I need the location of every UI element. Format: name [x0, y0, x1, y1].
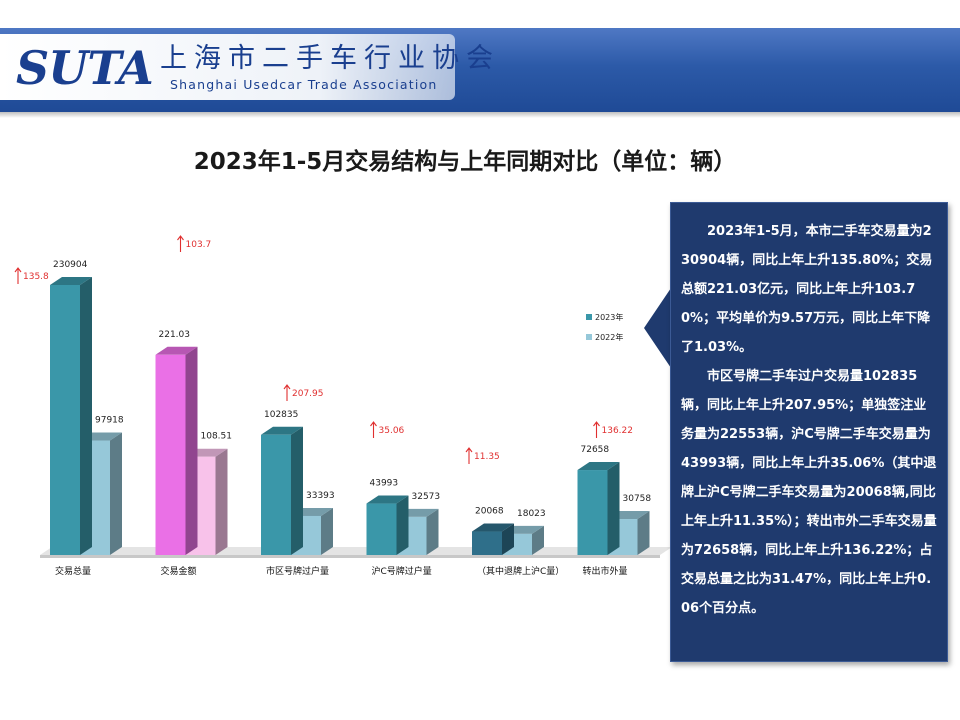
header-shadow — [0, 112, 960, 118]
bar-2023-1-top — [155, 346, 198, 355]
bar-2023-4 — [472, 531, 502, 555]
growth-arrow-5 — [593, 421, 600, 438]
bar-2023-0-top — [50, 277, 92, 285]
org-name-cn: 上海市二手车行业协会 — [160, 43, 500, 74]
value-label-2023-5: 72658 — [581, 445, 610, 455]
value-label-2022-3: 32573 — [412, 492, 441, 502]
category-label-4: （其中退牌上沪C量） — [477, 565, 564, 577]
bar-2022-1-side — [215, 448, 228, 555]
bar-2023-1 — [155, 354, 186, 555]
bar-2023-2-top — [261, 426, 303, 435]
growth-label-2: 207.95 — [292, 389, 324, 399]
value-label-2023-2: 102835 — [264, 410, 298, 420]
growth-label-0: 135.8 — [23, 272, 49, 282]
bar-2022-2-side — [321, 507, 333, 555]
logo-text: SUTA — [16, 41, 154, 95]
value-label-2022-4: 18023 — [517, 509, 546, 519]
value-label-2022-2: 33393 — [306, 491, 335, 501]
value-label-2022-1: 108.51 — [201, 432, 233, 442]
legend-swatch-0 — [586, 314, 592, 320]
bar-2023-4-top — [472, 523, 514, 532]
bar-2022-5-side — [637, 511, 650, 555]
summary-paragraph-1: 2023年1-5月，本市二手车交易量为230904辆，同比上年上升135.80%… — [681, 224, 933, 355]
summary-paragraph-2: 市区号牌二手车过户交易量102835辆，同比上年上升207.95%；单独签注业务… — [681, 369, 937, 616]
growth-arrow-3 — [370, 421, 377, 438]
legend-swatch-1 — [586, 334, 592, 340]
growth-label-3: 35.06 — [379, 426, 405, 436]
value-label-2023-1: 221.03 — [159, 330, 191, 340]
value-label-2023-3: 43993 — [370, 479, 399, 489]
bar-2022-4-side — [532, 525, 544, 555]
bar-chart: 230904 97918 交易总量 135.8 221.03 108.51 交易金额 103.… — [14, 235, 670, 577]
summary-textbox: 2023年1-5月，本市二手车交易量为230904辆，同比上年上升135.80%… — [670, 202, 948, 662]
category-label-3: 沪C号牌过户量 — [372, 565, 432, 577]
bar-2023-3-side — [396, 495, 409, 555]
bar-2023-5-side — [607, 462, 620, 555]
bar-2023-3-top — [366, 495, 409, 504]
bar-2023-3 — [366, 503, 397, 555]
legend-label-1: 2022年 — [595, 332, 623, 342]
bar-2023-0-side — [80, 277, 92, 555]
page-title: 2023年1-5月交易结构与上年同期对比（单位：辆） — [193, 149, 737, 175]
category-label-5: 转出市外量 — [583, 565, 628, 577]
bar-2023-5 — [577, 470, 608, 555]
growth-label-1: 103.7 — [186, 240, 212, 250]
chart-floor-edge — [40, 555, 660, 558]
bar-2023-5-top — [577, 462, 620, 471]
bar-2022-3-side — [426, 508, 439, 555]
value-label-2022-5: 30758 — [623, 494, 652, 504]
legend-label-0: 2023年 — [595, 312, 623, 322]
chart-floor — [40, 547, 670, 555]
logo-panel — [0, 34, 455, 100]
value-label-2023-0: 230904 — [53, 260, 88, 270]
category-label-2: 市区号牌过户量 — [266, 565, 329, 577]
growth-label-4: 11.35 — [474, 452, 500, 462]
bar-2023-0 — [50, 285, 80, 555]
value-label-2022-0: 97918 — [95, 416, 124, 426]
bar-2023-2-side — [291, 426, 303, 555]
category-label-0: 交易总量 — [55, 565, 91, 577]
bar-2023-2 — [261, 434, 291, 555]
growth-arrow-0 — [14, 267, 22, 284]
growth-label-5: 136.22 — [602, 426, 634, 436]
category-label-1: 交易金额 — [161, 565, 197, 577]
org-name-en: Shanghai Usedcar Trade Association — [170, 77, 438, 92]
growth-arrow-2 — [283, 384, 291, 401]
growth-arrow-1 — [177, 235, 184, 252]
bar-2022-0-side — [110, 432, 122, 555]
value-label-2023-4: 20068 — [475, 507, 504, 517]
growth-arrow-4 — [465, 447, 473, 464]
callout-pointer — [644, 288, 671, 368]
bar-2023-1-side — [185, 346, 198, 555]
bar-2023-4-side — [502, 523, 514, 555]
